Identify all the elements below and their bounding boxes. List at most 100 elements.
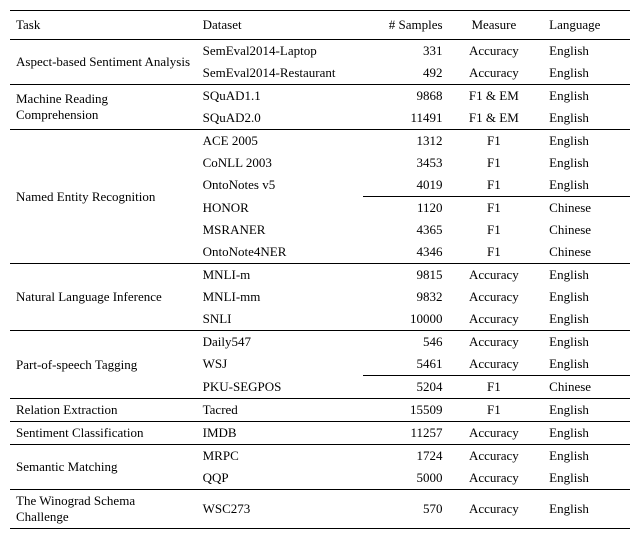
task-cell: Machine Reading Comprehension <box>10 85 197 130</box>
language-cell: English <box>539 467 630 490</box>
measure-cell: F1 <box>449 130 540 153</box>
language-cell: English <box>539 286 630 308</box>
table-row: Sentiment ClassificationIMDB11257Accurac… <box>10 422 630 445</box>
dataset-cell: MNLI-m <box>197 264 363 287</box>
language-cell: English <box>539 264 630 287</box>
table-header-row: Task Dataset # Samples Measure Language <box>10 11 630 40</box>
language-cell: English <box>539 107 630 130</box>
language-cell: English <box>539 174 630 197</box>
language-cell: Chinese <box>539 197 630 220</box>
table-row: Aspect-based Sentiment AnalysisSemEval20… <box>10 40 630 63</box>
samples-cell: 4019 <box>363 174 449 197</box>
dataset-cell: HONOR <box>197 197 363 220</box>
task-cell: Sentiment Classification <box>10 422 197 445</box>
table-row: Semantic MatchingMRPC1724AccuracyEnglish <box>10 445 630 468</box>
dataset-cell: Tacred <box>197 399 363 422</box>
measure-cell: Accuracy <box>449 353 540 376</box>
language-cell: English <box>539 62 630 85</box>
dataset-cell: MRPC <box>197 445 363 468</box>
language-cell: English <box>539 353 630 376</box>
dataset-cell: WSJ <box>197 353 363 376</box>
language-cell: English <box>539 490 630 529</box>
language-cell: English <box>539 152 630 174</box>
measure-cell: Accuracy <box>449 62 540 85</box>
task-cell: Named Entity Recognition <box>10 130 197 264</box>
measure-cell: F1 & EM <box>449 107 540 130</box>
measure-cell: F1 <box>449 376 540 399</box>
measure-cell: F1 <box>449 399 540 422</box>
samples-cell: 9868 <box>363 85 449 108</box>
samples-cell: 331 <box>363 40 449 63</box>
table-row: Natural Language InferenceMNLI-m9815Accu… <box>10 264 630 287</box>
datasets-table: Task Dataset # Samples Measure Language … <box>10 10 630 529</box>
measure-cell: F1 & EM <box>449 85 540 108</box>
samples-cell: 4346 <box>363 241 449 264</box>
col-header-dataset: Dataset <box>197 11 363 40</box>
col-header-samples: # Samples <box>363 11 449 40</box>
dataset-cell: SemEval2014-Restaurant <box>197 62 363 85</box>
samples-cell: 492 <box>363 62 449 85</box>
samples-cell: 10000 <box>363 308 449 331</box>
dataset-cell: SQuAD1.1 <box>197 85 363 108</box>
language-cell: English <box>539 40 630 63</box>
dataset-cell: PKU-SEGPOS <box>197 376 363 399</box>
task-cell: The Winograd Schema Challenge <box>10 490 197 529</box>
samples-cell: 9832 <box>363 286 449 308</box>
dataset-cell: MNLI-mm <box>197 286 363 308</box>
language-cell: Chinese <box>539 241 630 264</box>
table-row: Relation ExtractionTacred15509F1English <box>10 399 630 422</box>
table-row: The Winograd Schema ChallengeWSC273570Ac… <box>10 490 630 529</box>
language-cell: English <box>539 130 630 153</box>
dataset-cell: SQuAD2.0 <box>197 107 363 130</box>
measure-cell: Accuracy <box>449 331 540 354</box>
measure-cell: Accuracy <box>449 445 540 468</box>
dataset-cell: WSC273 <box>197 490 363 529</box>
measure-cell: Accuracy <box>449 467 540 490</box>
table-body: Aspect-based Sentiment AnalysisSemEval20… <box>10 40 630 529</box>
language-cell: Chinese <box>539 219 630 241</box>
samples-cell: 11491 <box>363 107 449 130</box>
dataset-cell: Daily547 <box>197 331 363 354</box>
dataset-cell: SNLI <box>197 308 363 331</box>
samples-cell: 3453 <box>363 152 449 174</box>
measure-cell: F1 <box>449 152 540 174</box>
language-cell: English <box>539 422 630 445</box>
samples-cell: 9815 <box>363 264 449 287</box>
dataset-cell: QQP <box>197 467 363 490</box>
task-cell: Aspect-based Sentiment Analysis <box>10 40 197 85</box>
samples-cell: 1724 <box>363 445 449 468</box>
measure-cell: Accuracy <box>449 40 540 63</box>
dataset-cell: ACE 2005 <box>197 130 363 153</box>
language-cell: English <box>539 445 630 468</box>
samples-cell: 1120 <box>363 197 449 220</box>
task-cell: Part-of-speech Tagging <box>10 331 197 399</box>
task-cell: Semantic Matching <box>10 445 197 490</box>
samples-cell: 15509 <box>363 399 449 422</box>
col-header-task: Task <box>10 11 197 40</box>
dataset-cell: MSRANER <box>197 219 363 241</box>
measure-cell: Accuracy <box>449 264 540 287</box>
col-header-measure: Measure <box>449 11 540 40</box>
samples-cell: 11257 <box>363 422 449 445</box>
language-cell: English <box>539 308 630 331</box>
measure-cell: F1 <box>449 219 540 241</box>
table-row: Part-of-speech TaggingDaily547546Accurac… <box>10 331 630 354</box>
measure-cell: Accuracy <box>449 422 540 445</box>
task-cell: Relation Extraction <box>10 399 197 422</box>
measure-cell: F1 <box>449 241 540 264</box>
measure-cell: Accuracy <box>449 490 540 529</box>
samples-cell: 5000 <box>363 467 449 490</box>
language-cell: English <box>539 85 630 108</box>
dataset-cell: OntoNote4NER <box>197 241 363 264</box>
measure-cell: Accuracy <box>449 308 540 331</box>
samples-cell: 5461 <box>363 353 449 376</box>
samples-cell: 5204 <box>363 376 449 399</box>
task-cell: Natural Language Inference <box>10 264 197 331</box>
table-row: Machine Reading ComprehensionSQuAD1.1986… <box>10 85 630 108</box>
language-cell: Chinese <box>539 376 630 399</box>
measure-cell: Accuracy <box>449 286 540 308</box>
language-cell: English <box>539 399 630 422</box>
samples-cell: 4365 <box>363 219 449 241</box>
measure-cell: F1 <box>449 197 540 220</box>
dataset-cell: SemEval2014-Laptop <box>197 40 363 63</box>
